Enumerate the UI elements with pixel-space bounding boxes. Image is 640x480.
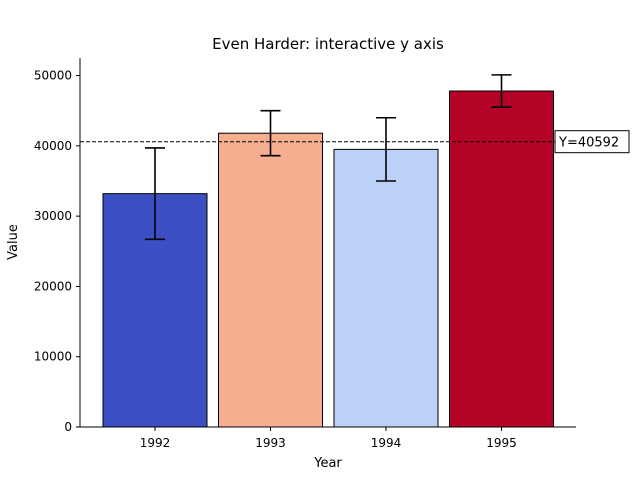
error-bar-1993 <box>260 109 281 157</box>
x-tick-label: 1993 <box>255 436 286 450</box>
y-tick-label: 0 <box>64 420 72 434</box>
bar-1995[interactable] <box>449 90 554 428</box>
y-tick-label: 50000 <box>34 69 72 83</box>
bar-1994[interactable] <box>333 148 439 428</box>
reference-label-box <box>554 130 630 154</box>
y-ticks: 0 10000 20000 30000 40000 50000 <box>34 69 80 434</box>
x-tick-label: 1994 <box>371 436 402 450</box>
y-tick-label: 30000 <box>34 209 72 223</box>
y-tick-label: 10000 <box>34 350 72 364</box>
y-axis-label: Value <box>6 224 21 260</box>
x-tick-label: 1992 <box>140 436 171 450</box>
x-tick-label: 1995 <box>486 436 517 450</box>
error-bar-1992 <box>145 147 165 241</box>
x-ticks: 1992 1993 1994 1995 <box>140 427 517 450</box>
y-tick-label: 20000 <box>34 279 72 293</box>
error-bar-1995 <box>491 74 512 108</box>
error-bar-1994 <box>376 116 396 182</box>
reference-line-layer[interactable]: Y=40592 <box>80 130 630 154</box>
y-tick-label: 40000 <box>34 139 72 153</box>
reference-label: Y=40592 <box>558 136 619 151</box>
bar-1993[interactable] <box>218 132 323 428</box>
chart-title: Even Harder: interactive y axis <box>212 35 444 53</box>
plot-area: Y=40592 <box>80 74 630 428</box>
errorbars-layer <box>145 74 512 241</box>
x-axis-label: Year <box>313 456 342 471</box>
